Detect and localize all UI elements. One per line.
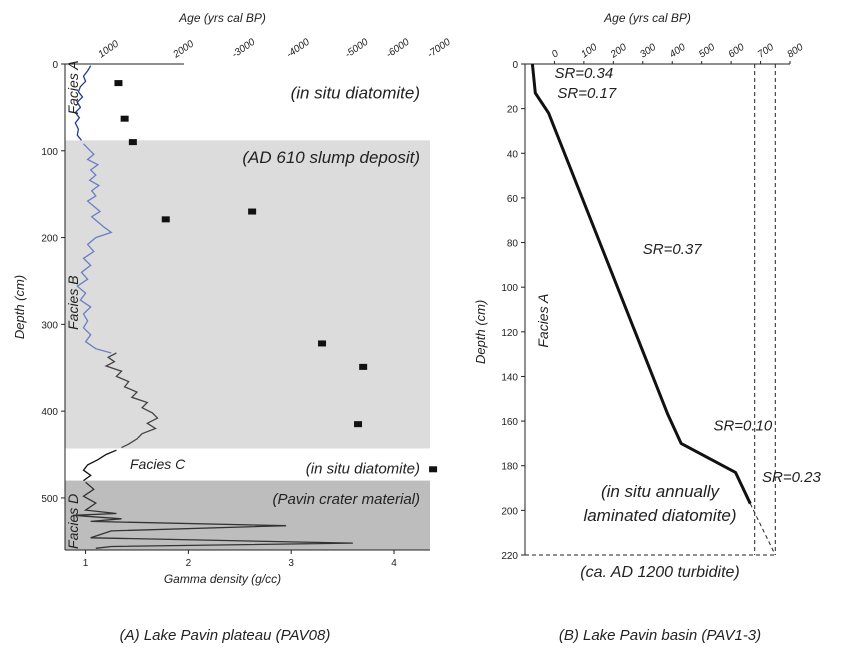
turbidite-label: (ca. AD 1200 turbidite) bbox=[580, 564, 739, 581]
panel-a-age-points bbox=[114, 80, 438, 473]
panel-b-top-tick-label: 0 bbox=[550, 48, 561, 60]
panel-b-y-tick-label: 180 bbox=[501, 462, 518, 473]
zone-annotation-3: (Pavin crater material) bbox=[272, 491, 420, 508]
panel-b-top-tick-label: 700 bbox=[756, 42, 776, 61]
panel-b-top-tick-label: 300 bbox=[638, 42, 658, 61]
panel-a-gamma-density-curve bbox=[73, 65, 353, 549]
panel-b-age-model bbox=[525, 63, 776, 556]
sedimentation-rate-label-4: SR=0.23 bbox=[762, 469, 821, 486]
sedimentation-rate-label-0: SR=0.34 bbox=[554, 65, 613, 82]
zone-annotation-2: (in situ diatomite) bbox=[306, 461, 420, 478]
panel-a-x-tick-label: 2 bbox=[186, 558, 192, 569]
panel-a-bottom-axis-label: Gamma density (g/cc) bbox=[164, 572, 281, 586]
panel-b-y-tick-label: 40 bbox=[507, 149, 519, 160]
panel-b-y-tick-label: 200 bbox=[501, 506, 518, 517]
gamma-density-segment-3 bbox=[82, 449, 117, 482]
age-point-0 bbox=[114, 80, 123, 87]
panel-b-y-tick-label: 140 bbox=[501, 372, 518, 383]
panel-b-top-tick-label: 500 bbox=[697, 42, 717, 61]
panel-b-top-axis-label: Age (yrs cal BP) bbox=[603, 11, 691, 25]
sedimentation-rate-label-2: SR=0.37 bbox=[643, 241, 702, 258]
panel-b-facies-label: Facies A bbox=[535, 294, 551, 348]
panel-a-y-tick-label: 400 bbox=[41, 407, 58, 418]
dashed-guide-2 bbox=[749, 503, 776, 556]
panel-a-caption: (A) Lake Pavin plateau (PAV08) bbox=[120, 627, 331, 644]
age-point-2 bbox=[128, 139, 137, 146]
panel-b-annotation-line1: (in situ annually bbox=[601, 482, 721, 501]
zone-annotation-0: (in situ diatomite) bbox=[291, 84, 420, 103]
panel-a-top-axis-label: Age (yrs cal BP) bbox=[178, 11, 266, 25]
age-point-6 bbox=[359, 363, 368, 370]
panel-a-x-tick-label: 1 bbox=[83, 558, 89, 569]
panel-b-y-tick-label: 20 bbox=[507, 105, 519, 116]
panel-b-y-tick-label: 0 bbox=[512, 60, 518, 71]
panel-b-y-axis-label: Depth (cm) bbox=[473, 300, 488, 364]
panel-a-y-tick-label: 200 bbox=[41, 234, 58, 245]
facies-label-3: Facies D bbox=[65, 494, 81, 549]
panel-b-y-tick-label: 60 bbox=[507, 194, 519, 205]
panel-a-top-tick-label: -6000 bbox=[384, 37, 412, 61]
panel-b-labels: Age (yrs cal BP) Depth (cm) Facies A SR=0.3… bbox=[473, 11, 821, 644]
facies-label-c: Facies C bbox=[130, 456, 186, 472]
age-point-5 bbox=[318, 340, 327, 347]
panel-b-top-tick-label: 400 bbox=[668, 42, 688, 61]
age-depth-model-line bbox=[530, 63, 752, 505]
age-point-3 bbox=[161, 216, 170, 223]
panel-a-y-tick-label: 100 bbox=[41, 147, 58, 158]
panel-a-top-tick-label: 1000 bbox=[96, 38, 121, 60]
panel-b-chart: 0 20 40 60 80 100 120 140 160 180 200 220 0 100 200 300… bbox=[473, 11, 821, 644]
panel-b-y-tick-label: 100 bbox=[501, 283, 518, 294]
gamma-density-segment-4 bbox=[73, 481, 353, 549]
facies-label-0: Facies A bbox=[65, 60, 81, 114]
age-point-7 bbox=[354, 421, 363, 428]
panel-a-top-tick-label: -5000 bbox=[343, 37, 371, 61]
panel-b-y-tick-label: 160 bbox=[501, 417, 518, 428]
gamma-density-segment-2 bbox=[104, 352, 159, 449]
panel-a-top-tick-label: 2000 bbox=[171, 38, 197, 61]
age-point-4 bbox=[248, 208, 257, 215]
sedimentation-rate-label-3: SR=0.10 bbox=[713, 418, 772, 435]
age-point-1 bbox=[120, 115, 129, 122]
panel-a-top-tick-label: -3000 bbox=[230, 37, 258, 61]
panel-a-top-tick-label: -7000 bbox=[425, 37, 453, 61]
sedimentation-rate-label-1: SR=0.17 bbox=[557, 85, 616, 102]
zone-annotation-1: (AD 610 slump deposit) bbox=[242, 148, 420, 167]
panel-a-x-tick-label: 4 bbox=[391, 558, 397, 569]
panel-b-top-tick-label: 200 bbox=[608, 42, 629, 61]
panel-b-top-tick-label: 800 bbox=[785, 42, 805, 61]
panel-b-annotation-line2: laminated diatomite) bbox=[583, 506, 736, 525]
panel-a-y-tick-label: 0 bbox=[52, 60, 58, 71]
panel-a-top-tick-label: -4000 bbox=[285, 37, 313, 61]
panel-b-top-tick-label: 100 bbox=[579, 42, 599, 61]
facies-label-1: Facies B bbox=[65, 275, 81, 329]
panel-a-y-tick-label: 300 bbox=[41, 320, 58, 331]
panel-b-y-tick-label: 80 bbox=[507, 239, 519, 250]
panel-b-top-tick-label: 600 bbox=[727, 42, 747, 61]
age-point-8 bbox=[429, 466, 438, 473]
panel-a-labels: Age (yrs cal BP) Gamma density (g/cc) Dept… bbox=[12, 11, 420, 644]
shaded-zone-0 bbox=[65, 140, 430, 449]
panel-a-shaded-zones bbox=[65, 140, 430, 550]
gamma-density-segment-1 bbox=[76, 143, 113, 354]
gamma-density-segment-0 bbox=[74, 65, 92, 141]
panel-b-y-tick-label: 120 bbox=[501, 328, 518, 339]
panel-a-x-tick-label: 3 bbox=[288, 558, 294, 569]
panel-a-y-tick-label: 500 bbox=[41, 494, 58, 505]
panel-b-y-tick-label: 220 bbox=[501, 551, 518, 562]
panel-b-caption: (B) Lake Pavin basin (PAV1-3) bbox=[559, 627, 761, 644]
panel-a-chart: 0 100 200 300 400 500 1 2 3 4 1000 2000 -3000 -4000 -5… bbox=[12, 11, 453, 644]
panel-a-y-axis-label: Depth (cm) bbox=[12, 275, 27, 339]
